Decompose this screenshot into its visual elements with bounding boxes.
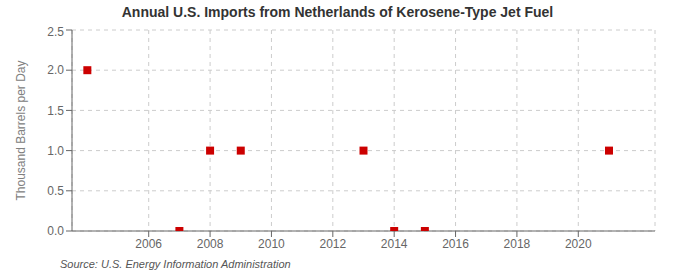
svg-text:2016: 2016: [442, 237, 469, 251]
svg-text:1.5: 1.5: [47, 104, 64, 118]
html-text:Source: U.S. Energy Informatio: Source: U.S. Energy Information Administ…: [60, 258, 291, 270]
svg-text:0.0: 0.0: [47, 224, 64, 238]
svg-text:2014: 2014: [381, 237, 408, 251]
svg-text:2006: 2006: [135, 237, 162, 251]
svg-text:2018: 2018: [504, 237, 531, 251]
svg-text:2.0: 2.0: [47, 63, 64, 77]
svg-text:2008: 2008: [197, 237, 224, 251]
svg-text:0.5: 0.5: [47, 184, 64, 198]
svg-text:Thousand Barrels per Day: Thousand Barrels per Day: [14, 60, 28, 200]
svg-text:2010: 2010: [258, 237, 285, 251]
svg-text:1.0: 1.0: [47, 144, 64, 158]
svg-text:2.5: 2.5: [47, 25, 64, 39]
svg-text:2012: 2012: [319, 237, 346, 251]
html-text:Annual U.S. Imports from Nethe: Annual U.S. Imports from Netherlands of …: [121, 4, 554, 20]
svg-text:2020: 2020: [565, 237, 592, 251]
